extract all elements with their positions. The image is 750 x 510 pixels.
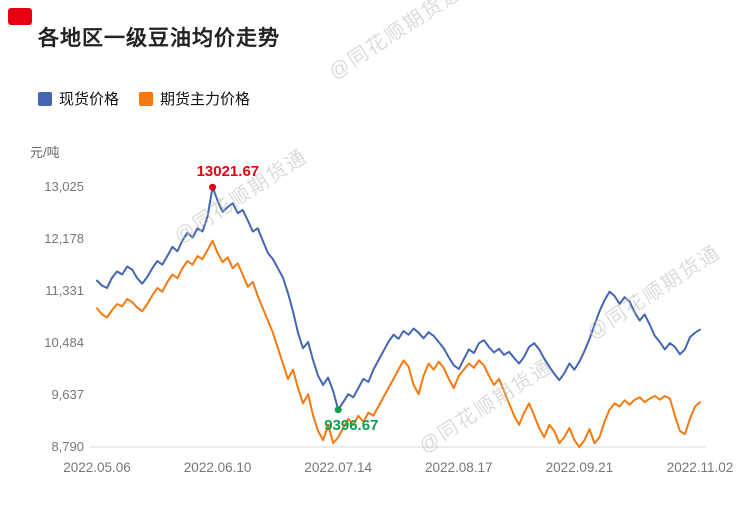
- min-annotation-label: 9396.67: [324, 416, 379, 434]
- series-line-0: [96, 186, 701, 411]
- app-logo-mark: [8, 8, 32, 25]
- legend-item-spot-price[interactable]: 现货价格: [38, 88, 119, 109]
- x-tick-label: 2022.06.10: [183, 460, 252, 475]
- legend-item-futures-price[interactable]: 期货主力价格: [139, 88, 250, 109]
- x-tick-label: 2022.05.06: [63, 460, 131, 475]
- y-axis-unit-label: 元/吨: [30, 145, 60, 160]
- x-tick-label: 2022.11.02: [666, 460, 734, 475]
- min-point-dot: [334, 406, 342, 414]
- legend-swatch-futures: [139, 91, 154, 106]
- y-tick-label: 9,637: [51, 387, 84, 402]
- x-tick-label: 2022.09.21: [545, 460, 614, 475]
- chart-title: 各地区一级豆油均价走势: [38, 27, 280, 50]
- y-tick-label: 10,484: [44, 335, 84, 350]
- x-tick-label: 2022.08.17: [425, 460, 493, 475]
- legend-label-futures: 期货主力价格: [160, 91, 251, 108]
- legend: 现货价格 期货主力价格: [38, 88, 250, 109]
- max-point-dot: [209, 183, 217, 191]
- series-line-1: [96, 239, 701, 448]
- legend-label-spot: 现货价格: [59, 91, 120, 108]
- y-tick-label: 12,178: [44, 231, 84, 246]
- legend-swatch-spot: [38, 91, 52, 106]
- x-tick-label: 2022.07.14: [304, 460, 372, 475]
- y-tick-label: 13,025: [44, 179, 84, 194]
- y-tick-label: 11,331: [45, 283, 84, 298]
- y-tick-label: 8,790: [51, 439, 84, 454]
- max-annotation-label: 13021.67: [196, 163, 260, 181]
